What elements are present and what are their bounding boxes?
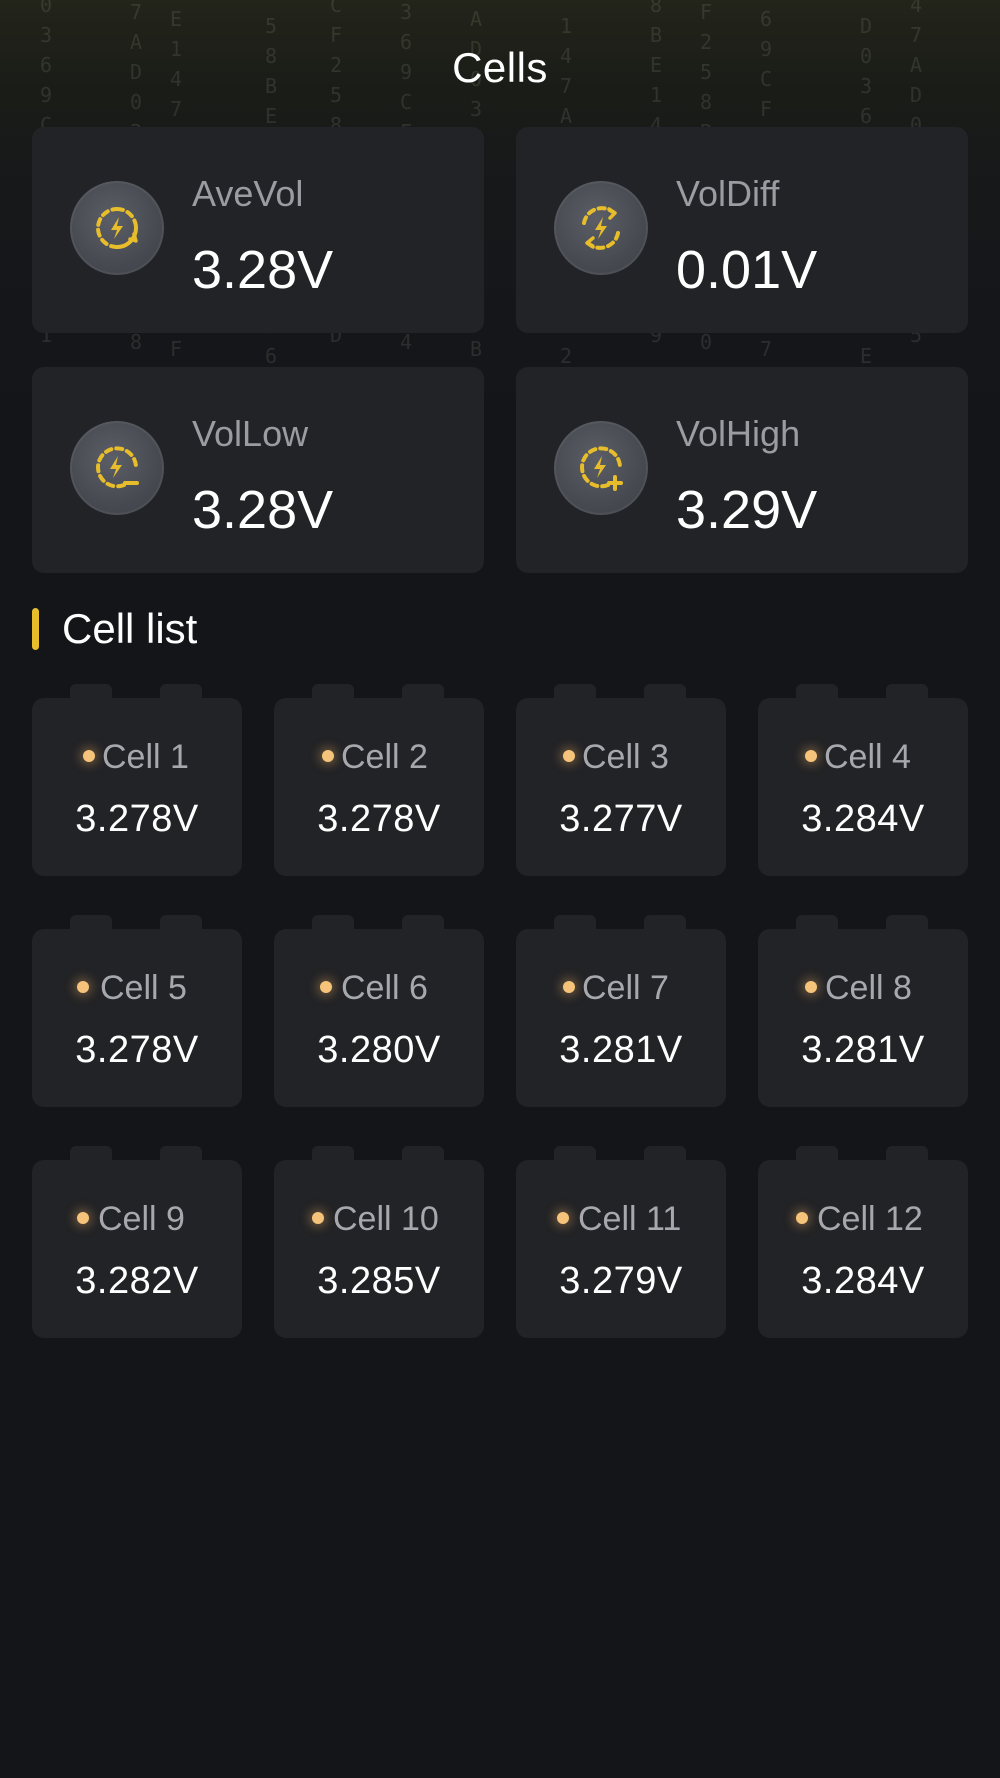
cell-card[interactable]: Cell 5 3.278V xyxy=(32,915,242,1107)
status-dot-icon xyxy=(805,750,817,762)
cell-voltage: 3.278V xyxy=(75,1029,199,1071)
stat-card-voldiff: VolDiff 0.01V xyxy=(516,127,968,333)
cell-name: Cell 7 xyxy=(582,969,669,1007)
stat-label: AveVol xyxy=(192,173,304,214)
cell-body: Cell 7 3.281V xyxy=(516,929,726,1107)
cell-card[interactable]: Cell 2 3.278V xyxy=(274,684,484,876)
cell-voltage: 3.284V xyxy=(801,1260,925,1302)
status-dot-icon xyxy=(563,981,575,993)
cell-body: Cell 11 3.279V xyxy=(516,1160,726,1338)
cell-body: Cell 10 3.285V xyxy=(274,1160,484,1338)
cell-card[interactable]: Cell 9 3.282V xyxy=(32,1146,242,1338)
cell-body: Cell 6 3.280V xyxy=(274,929,484,1107)
cell-voltage: 3.277V xyxy=(559,798,683,840)
cell-voltage: 3.278V xyxy=(75,798,199,840)
status-dot-icon xyxy=(322,750,334,762)
status-dot-icon xyxy=(805,981,817,993)
cell-name: Cell 6 xyxy=(341,969,428,1007)
battery-cycle-icon xyxy=(70,181,164,275)
cell-body: Cell 9 3.282V xyxy=(32,1160,242,1338)
cell-card[interactable]: Cell 1 3.278V xyxy=(32,684,242,876)
cell-voltage: 3.282V xyxy=(75,1260,199,1302)
cell-name: Cell 8 xyxy=(825,969,912,1007)
cell-voltage: 3.280V xyxy=(317,1029,441,1071)
cell-voltage: 3.285V xyxy=(317,1260,441,1302)
cell-name: Cell 10 xyxy=(333,1200,439,1238)
stat-label: VolLow xyxy=(192,413,309,454)
cell-card[interactable]: Cell 4 3.284V xyxy=(758,684,968,876)
cell-name: Cell 3 xyxy=(582,738,669,776)
status-dot-icon xyxy=(320,981,332,993)
battery-minus-icon xyxy=(70,421,164,515)
cell-body: Cell 8 3.281V xyxy=(758,929,968,1107)
cell-body: Cell 5 3.278V xyxy=(32,929,242,1107)
cell-name: Cell 1 xyxy=(102,738,189,776)
battery-diff-icon xyxy=(554,181,648,275)
cell-card[interactable]: Cell 8 3.281V xyxy=(758,915,968,1107)
status-dot-icon xyxy=(77,981,89,993)
battery-plus-icon xyxy=(554,421,648,515)
cell-body: Cell 3 3.277V xyxy=(516,698,726,876)
cell-name: Cell 5 xyxy=(100,969,187,1007)
cell-voltage: 3.281V xyxy=(801,1029,925,1071)
cell-voltage: 3.284V xyxy=(801,798,925,840)
cell-card[interactable]: Cell 7 3.281V xyxy=(516,915,726,1107)
cell-name: Cell 9 xyxy=(98,1200,185,1238)
status-dot-icon xyxy=(312,1212,324,1224)
stat-value: 3.28V xyxy=(192,480,334,540)
stat-value: 3.29V xyxy=(676,480,818,540)
section-accent-bar xyxy=(32,608,39,650)
cell-card[interactable]: Cell 10 3.285V xyxy=(274,1146,484,1338)
cell-name: Cell 11 xyxy=(578,1200,682,1238)
cell-list-title: Cell list xyxy=(62,605,198,652)
stat-label: VolHigh xyxy=(676,413,801,454)
cell-name: Cell 12 xyxy=(817,1200,923,1238)
stat-card-volhigh: VolHigh 3.29V xyxy=(516,367,968,573)
stat-card-avevol: AveVol 3.28V xyxy=(32,127,484,333)
cell-card[interactable]: Cell 3 3.277V xyxy=(516,684,726,876)
status-dot-icon xyxy=(563,750,575,762)
page-title: Cells xyxy=(452,44,548,91)
cell-card[interactable]: Cell 12 3.284V xyxy=(758,1146,968,1338)
cell-name: Cell 2 xyxy=(341,738,428,776)
status-dot-icon xyxy=(83,750,95,762)
cell-voltage: 3.278V xyxy=(317,798,441,840)
status-dot-icon xyxy=(796,1212,808,1224)
status-dot-icon xyxy=(77,1212,89,1224)
cell-card[interactable]: Cell 6 3.280V xyxy=(274,915,484,1107)
stat-label: VolDiff xyxy=(676,173,780,214)
cell-body: Cell 12 3.284V xyxy=(758,1160,968,1338)
stat-value: 0.01V xyxy=(676,240,818,300)
cell-body: Cell 4 3.284V xyxy=(758,698,968,876)
cell-name: Cell 4 xyxy=(824,738,911,776)
cell-card[interactable]: Cell 11 3.279V xyxy=(516,1146,726,1338)
cell-body: Cell 2 3.278V xyxy=(274,698,484,876)
stat-value: 3.28V xyxy=(192,240,334,300)
cell-body: Cell 1 3.278V xyxy=(32,698,242,876)
status-dot-icon xyxy=(557,1212,569,1224)
stat-card-vollow: VolLow 3.28V xyxy=(32,367,484,573)
cell-voltage: 3.281V xyxy=(559,1029,683,1071)
cell-voltage: 3.279V xyxy=(559,1260,683,1302)
